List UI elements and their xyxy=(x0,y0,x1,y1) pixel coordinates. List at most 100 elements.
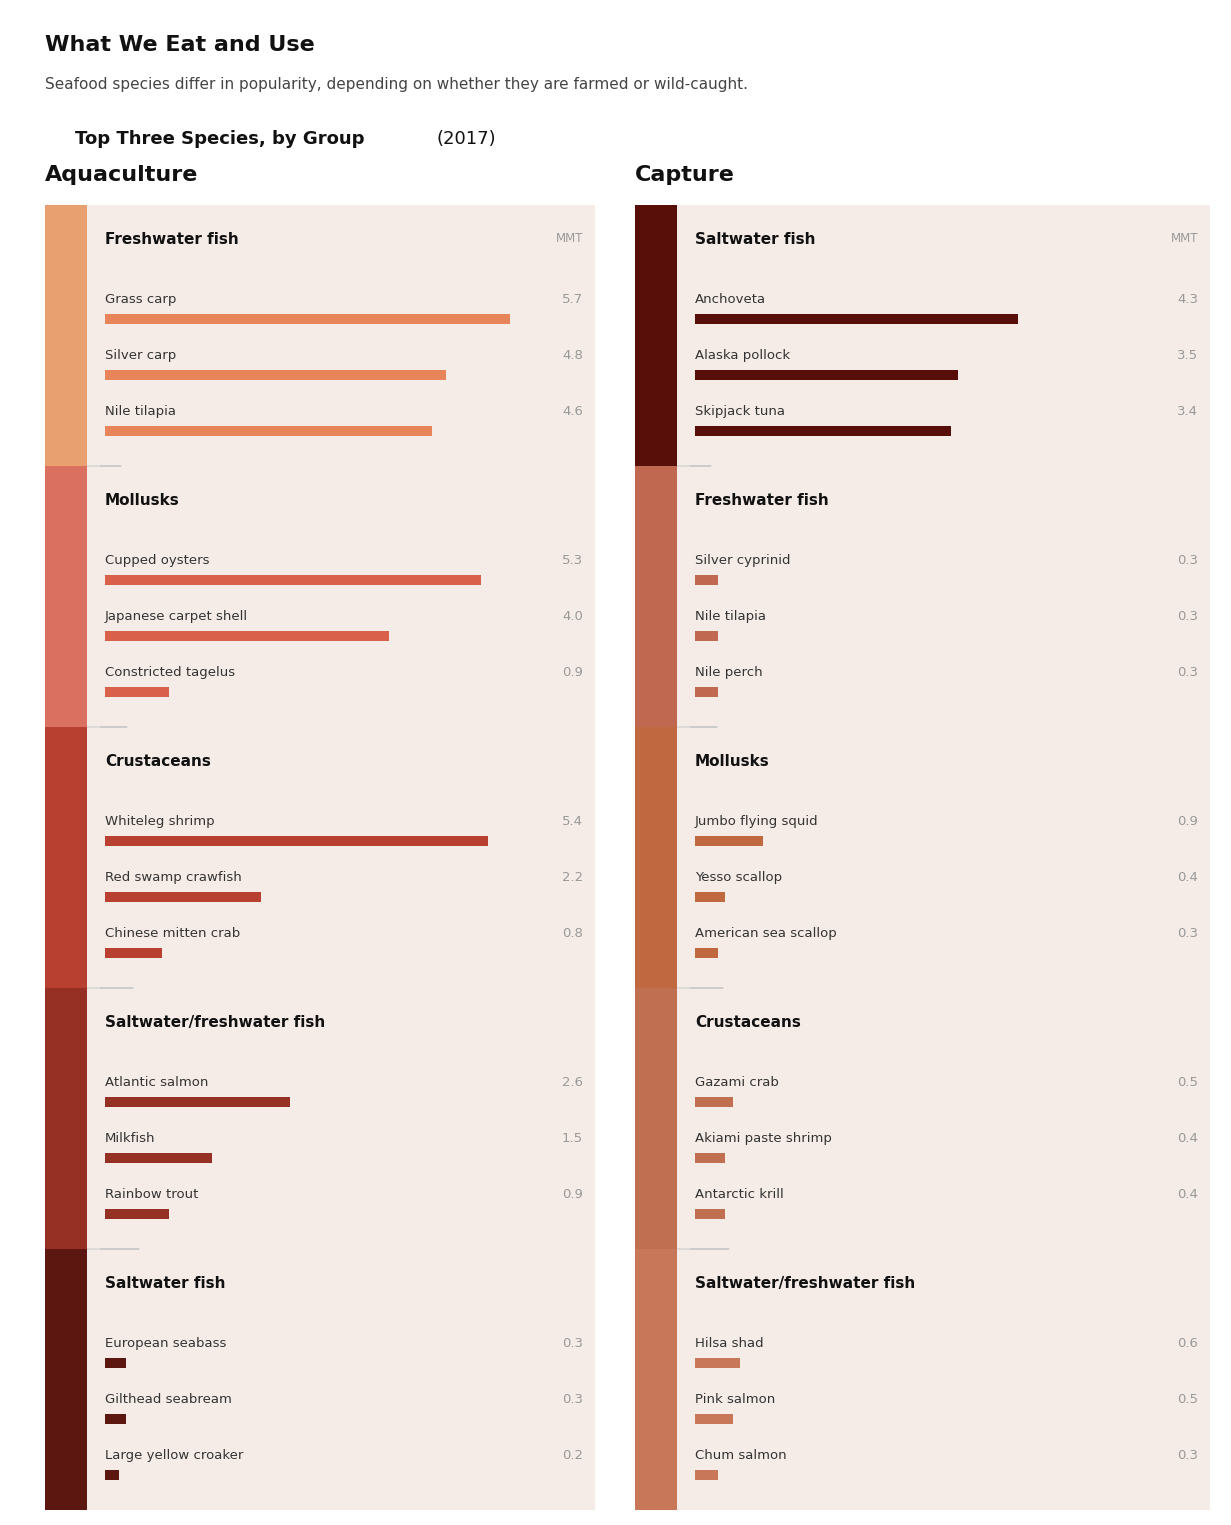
Text: Chum salmon: Chum salmon xyxy=(696,1449,787,1462)
Text: Anchoveta: Anchoveta xyxy=(696,293,766,307)
Text: Large yellow croaker: Large yellow croaker xyxy=(105,1449,244,1462)
Text: 2.6: 2.6 xyxy=(563,1077,583,1089)
Text: 5.7: 5.7 xyxy=(561,293,583,307)
Text: 0.9: 0.9 xyxy=(1177,816,1198,828)
Text: 0.3: 0.3 xyxy=(1177,610,1198,624)
Text: Rainbow trout: Rainbow trout xyxy=(105,1188,198,1200)
Bar xyxy=(696,686,718,697)
Text: Yesso scallop: Yesso scallop xyxy=(696,871,782,884)
Bar xyxy=(46,204,595,1510)
Bar xyxy=(105,686,169,697)
Text: 1.5: 1.5 xyxy=(561,1132,583,1145)
Text: Top Three Species, by Group: Top Three Species, by Group xyxy=(75,130,364,148)
Text: Hilsa shad: Hilsa shad xyxy=(696,1337,763,1350)
Text: Akiami paste shrimp: Akiami paste shrimp xyxy=(696,1132,832,1145)
Text: 0.5: 0.5 xyxy=(1177,1077,1198,1089)
Bar xyxy=(46,467,87,727)
Text: Saltwater fish: Saltwater fish xyxy=(105,1276,225,1290)
Text: Gazami crab: Gazami crab xyxy=(696,1077,779,1089)
Text: Freshwater fish: Freshwater fish xyxy=(105,232,239,247)
Text: 0.3: 0.3 xyxy=(563,1392,583,1406)
Text: 0.2: 0.2 xyxy=(563,1449,583,1462)
Text: MMT: MMT xyxy=(555,232,583,246)
Bar xyxy=(105,1153,212,1164)
Text: Jumbo flying squid: Jumbo flying squid xyxy=(696,816,819,828)
Text: Seafood species differ in popularity, depending on whether they are farmed or wi: Seafood species differ in popularity, de… xyxy=(46,76,748,92)
Bar xyxy=(635,727,677,988)
Text: American sea scallop: American sea scallop xyxy=(696,927,837,939)
Bar xyxy=(635,988,677,1249)
Bar xyxy=(635,1249,677,1510)
Bar xyxy=(696,1470,718,1479)
Text: Cupped oysters: Cupped oysters xyxy=(105,554,209,567)
Text: 0.9: 0.9 xyxy=(563,1188,583,1200)
Bar xyxy=(105,836,489,846)
Text: MMT: MMT xyxy=(1171,232,1198,246)
Text: Nile tilapia: Nile tilapia xyxy=(696,610,766,624)
Bar xyxy=(46,204,87,467)
Text: 0.3: 0.3 xyxy=(563,1337,583,1350)
Text: 5.3: 5.3 xyxy=(561,554,583,567)
Text: Nile perch: Nile perch xyxy=(696,666,763,679)
Text: Whiteleg shrimp: Whiteleg shrimp xyxy=(105,816,214,828)
Bar xyxy=(696,1359,740,1368)
Bar xyxy=(46,988,87,1249)
Bar xyxy=(105,1098,289,1107)
Text: Saltwater/freshwater fish: Saltwater/freshwater fish xyxy=(105,1014,325,1029)
Text: 0.9: 0.9 xyxy=(563,666,583,679)
Text: 0.4: 0.4 xyxy=(1177,1132,1198,1145)
Text: Grass carp: Grass carp xyxy=(105,293,176,307)
Bar xyxy=(635,204,677,467)
Text: Atlantic salmon: Atlantic salmon xyxy=(105,1077,208,1089)
Bar xyxy=(635,204,1210,1510)
Bar xyxy=(696,575,718,586)
Bar xyxy=(105,1209,169,1218)
Text: 4.8: 4.8 xyxy=(563,349,583,361)
Bar xyxy=(696,836,763,846)
Bar xyxy=(105,1470,119,1479)
Bar xyxy=(105,425,432,436)
Text: Capture: Capture xyxy=(635,165,735,185)
Text: Silver carp: Silver carp xyxy=(105,349,176,361)
Bar xyxy=(105,371,446,380)
Text: Aquaculture: Aquaculture xyxy=(46,165,198,185)
Text: Antarctic krill: Antarctic krill xyxy=(696,1188,784,1200)
Text: 0.3: 0.3 xyxy=(1177,1449,1198,1462)
Text: Crustaceans: Crustaceans xyxy=(105,753,211,769)
Bar xyxy=(105,947,161,958)
Text: What We Eat and Use: What We Eat and Use xyxy=(46,35,315,55)
Text: 0.4: 0.4 xyxy=(1177,871,1198,884)
Text: Milkfish: Milkfish xyxy=(105,1132,155,1145)
Bar xyxy=(105,631,389,640)
Bar xyxy=(696,1209,725,1218)
Bar xyxy=(105,1359,127,1368)
Bar xyxy=(696,314,1018,325)
Bar xyxy=(105,575,481,586)
Text: 4.6: 4.6 xyxy=(563,404,583,418)
Text: Freshwater fish: Freshwater fish xyxy=(696,493,828,508)
Text: 0.4: 0.4 xyxy=(1177,1188,1198,1200)
Text: Constricted tagelus: Constricted tagelus xyxy=(105,666,235,679)
Text: 0.3: 0.3 xyxy=(1177,554,1198,567)
Text: Saltwater/freshwater fish: Saltwater/freshwater fish xyxy=(696,1276,916,1290)
Text: European seabass: European seabass xyxy=(105,1337,227,1350)
Bar xyxy=(696,892,725,901)
Text: Gilthead seabream: Gilthead seabream xyxy=(105,1392,231,1406)
Bar xyxy=(696,425,950,436)
Bar xyxy=(696,1414,732,1424)
Text: 2.2: 2.2 xyxy=(561,871,583,884)
Text: Alaska pollock: Alaska pollock xyxy=(696,349,790,361)
Text: 0.8: 0.8 xyxy=(563,927,583,939)
Text: 4.3: 4.3 xyxy=(1177,293,1198,307)
Text: 0.5: 0.5 xyxy=(1177,1392,1198,1406)
Text: 0.3: 0.3 xyxy=(1177,927,1198,939)
Text: (2017): (2017) xyxy=(437,130,496,148)
Bar xyxy=(696,947,718,958)
Text: 5.4: 5.4 xyxy=(563,816,583,828)
Bar xyxy=(635,467,677,727)
Text: 0.3: 0.3 xyxy=(1177,666,1198,679)
Text: Chinese mitten crab: Chinese mitten crab xyxy=(105,927,240,939)
Text: 3.4: 3.4 xyxy=(1177,404,1198,418)
Text: Silver cyprinid: Silver cyprinid xyxy=(696,554,790,567)
Text: 0.6: 0.6 xyxy=(1177,1337,1198,1350)
